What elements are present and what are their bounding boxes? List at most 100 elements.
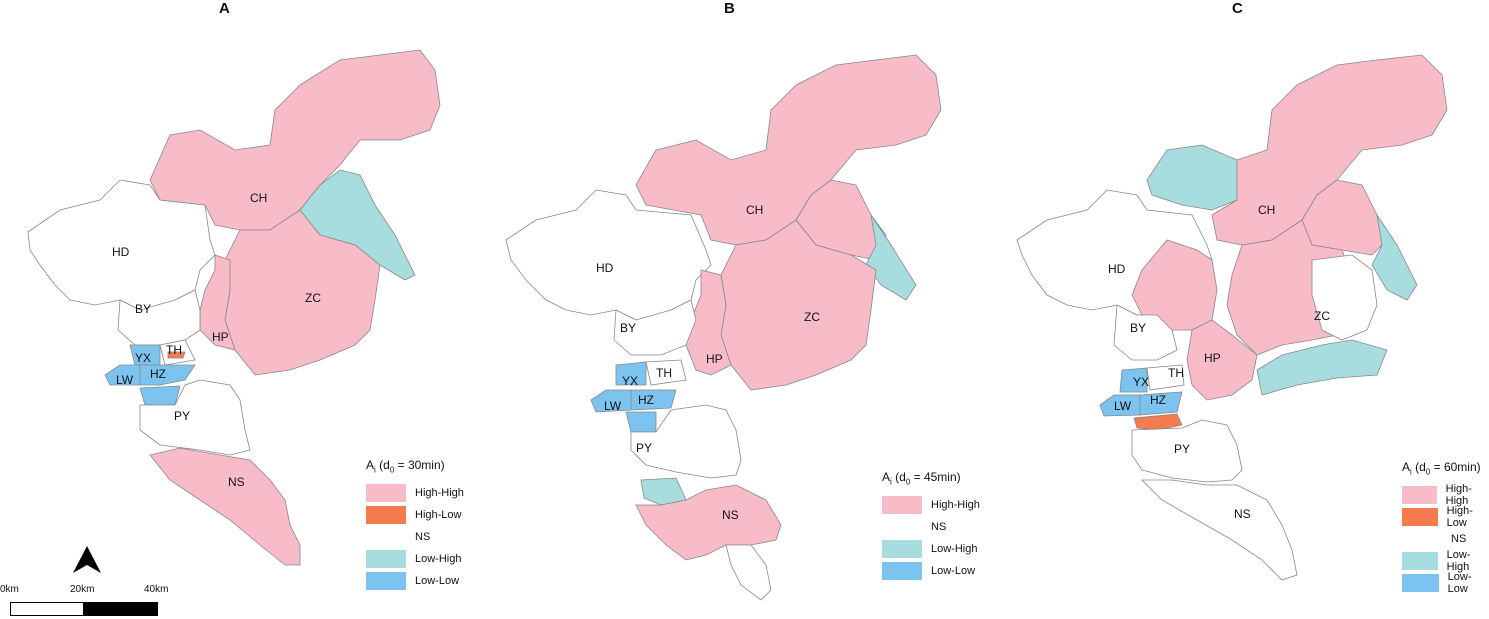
label-hd-c: HD bbox=[1108, 262, 1126, 276]
region-by-c bbox=[1113, 304, 1178, 361]
label-lw-b: LW bbox=[604, 399, 622, 413]
panel-title-a: A bbox=[219, 0, 230, 17]
legend-swatch bbox=[366, 528, 406, 547]
region-highlow-a bbox=[167, 351, 186, 359]
region-by bbox=[117, 289, 201, 346]
label-th: TH bbox=[166, 343, 182, 357]
legend-label: High-High bbox=[1445, 483, 1472, 508]
region-yx-c bbox=[1119, 367, 1148, 393]
label-py: PY bbox=[174, 409, 190, 423]
label-lw-c: LW bbox=[1114, 399, 1132, 413]
region-py bbox=[139, 379, 251, 456]
region-ch-b bbox=[635, 54, 942, 246]
label-hp-b: HP bbox=[706, 352, 723, 366]
region-by-b bbox=[613, 299, 697, 356]
label-ns-c: NS bbox=[1234, 507, 1251, 521]
region-hp-c bbox=[1186, 319, 1258, 401]
region-ch-c bbox=[1211, 54, 1448, 246]
legend-swatch bbox=[882, 540, 922, 559]
region-py-b bbox=[630, 404, 742, 479]
label-zc-b: ZC bbox=[804, 310, 820, 324]
legend-label: Low-High bbox=[1446, 549, 1471, 574]
legend-label: NS bbox=[931, 521, 947, 534]
legend-title-a: Ai (d0 = 30min) bbox=[366, 458, 445, 475]
legend-item: Low-High bbox=[1402, 549, 1488, 574]
region-ns-b bbox=[635, 484, 782, 561]
label-py-c: PY bbox=[1174, 442, 1190, 456]
map-panel-c: CH HD ZC BY HP YX TH LW HZ PY NS C Ai (d… bbox=[992, 0, 1488, 619]
scale-label-0: 0km bbox=[0, 584, 19, 595]
region-lowhigh-nw-c bbox=[1146, 144, 1238, 211]
legend-a: Ai (d0 = 30min) High-High High-Low NS Low-H… bbox=[366, 458, 464, 592]
label-ch-c: CH bbox=[1258, 203, 1275, 217]
legend-item: High-High bbox=[1402, 483, 1488, 508]
region-ns-white-zc-c bbox=[1311, 254, 1378, 341]
region-hp-b bbox=[685, 269, 732, 376]
legend-label: High-Low bbox=[1446, 505, 1473, 530]
label-ch-b: CH bbox=[746, 203, 763, 217]
label-hz-c: HZ bbox=[1150, 393, 1166, 407]
legend-rows-c: High-High High-Low NS Low-High Low-Low bbox=[1402, 483, 1488, 595]
label-hp: HP bbox=[212, 330, 229, 344]
legend-item: Low-Low bbox=[366, 570, 464, 592]
region-hz bbox=[139, 364, 196, 386]
label-ns: NS bbox=[228, 475, 245, 489]
region-ch bbox=[149, 49, 441, 231]
panel-title-c: C bbox=[1232, 0, 1243, 17]
panel-title-b: B bbox=[724, 0, 735, 17]
legend-title-c: Ai (d0 = 60min) bbox=[1402, 460, 1481, 477]
region-ns bbox=[149, 447, 301, 566]
legend-label: Low-Low bbox=[415, 575, 460, 588]
legend-item: Low-High bbox=[366, 548, 464, 570]
scale-segment-white bbox=[10, 602, 84, 616]
label-th-c: TH bbox=[1168, 366, 1184, 380]
legend-swatch bbox=[882, 518, 922, 537]
label-py-b: PY bbox=[636, 441, 652, 455]
scale-bar: 0km 20km 40km bbox=[0, 584, 170, 618]
legend-title-b: Ai (d0 = 45min) bbox=[882, 470, 961, 487]
legend-rows-b: High-High NS Low-High Low-Low bbox=[882, 494, 980, 582]
legend-swatch bbox=[366, 484, 406, 503]
map-panel-b: CH HD ZC BY HP YX TH LW HZ PY NS B Ai (d… bbox=[496, 0, 992, 619]
region-lowlow-south-b bbox=[625, 411, 657, 433]
legend-label: Low-High bbox=[415, 553, 462, 566]
region-lowlow-south-a bbox=[139, 385, 181, 406]
legend-label: NS bbox=[1451, 533, 1467, 546]
map-panel-a: CH HD ZC BY HP YX TH LW HZ PY NS A Ai (d… bbox=[0, 0, 496, 619]
label-yx: YX bbox=[135, 351, 151, 365]
label-hz-b: HZ bbox=[638, 393, 654, 407]
legend-swatch bbox=[1402, 486, 1437, 505]
label-hd: HD bbox=[112, 245, 130, 259]
north-arrow-icon bbox=[73, 546, 101, 573]
label-by: BY bbox=[135, 302, 151, 316]
label-lw: LW bbox=[116, 373, 134, 387]
scale-segment-black bbox=[84, 602, 158, 616]
region-lowhigh-b bbox=[865, 214, 917, 301]
map-c: CH HD ZC BY HP YX TH LW HZ PY NS bbox=[1016, 54, 1448, 581]
label-hd-b: HD bbox=[596, 261, 614, 275]
legend-item: High-High bbox=[882, 494, 980, 516]
label-by-b: BY bbox=[620, 321, 636, 335]
region-hz-c bbox=[1139, 391, 1183, 416]
legend-item: NS bbox=[366, 526, 464, 548]
legend-item: High-High bbox=[366, 482, 464, 504]
legend-item: NS bbox=[1402, 528, 1488, 550]
label-hz: HZ bbox=[150, 367, 166, 381]
legend-label: High-High bbox=[415, 487, 464, 500]
legend-label: NS bbox=[415, 531, 431, 544]
legend-b: Ai (d0 = 45min) High-High NS Low-High Low-L… bbox=[882, 470, 980, 582]
region-yx-b bbox=[615, 361, 647, 386]
label-by-c: BY bbox=[1130, 321, 1146, 335]
region-ns-c bbox=[1141, 479, 1298, 581]
legend-swatch bbox=[882, 496, 922, 515]
legend-item: Low-Low bbox=[882, 560, 980, 582]
legend-c: Ai (d0 = 60min) High-High High-Low NS Low-H… bbox=[1402, 460, 1488, 595]
region-hp bbox=[199, 254, 236, 351]
legend-item: High-Low bbox=[1402, 505, 1488, 530]
legend-swatch bbox=[1402, 530, 1442, 549]
legend-label: High-High bbox=[931, 499, 980, 512]
region-lowhigh-se-c bbox=[1256, 339, 1388, 396]
legend-item: Low-Low bbox=[1402, 571, 1488, 595]
scale-label-40: 40km bbox=[144, 584, 169, 595]
region-hz-b bbox=[630, 389, 677, 411]
